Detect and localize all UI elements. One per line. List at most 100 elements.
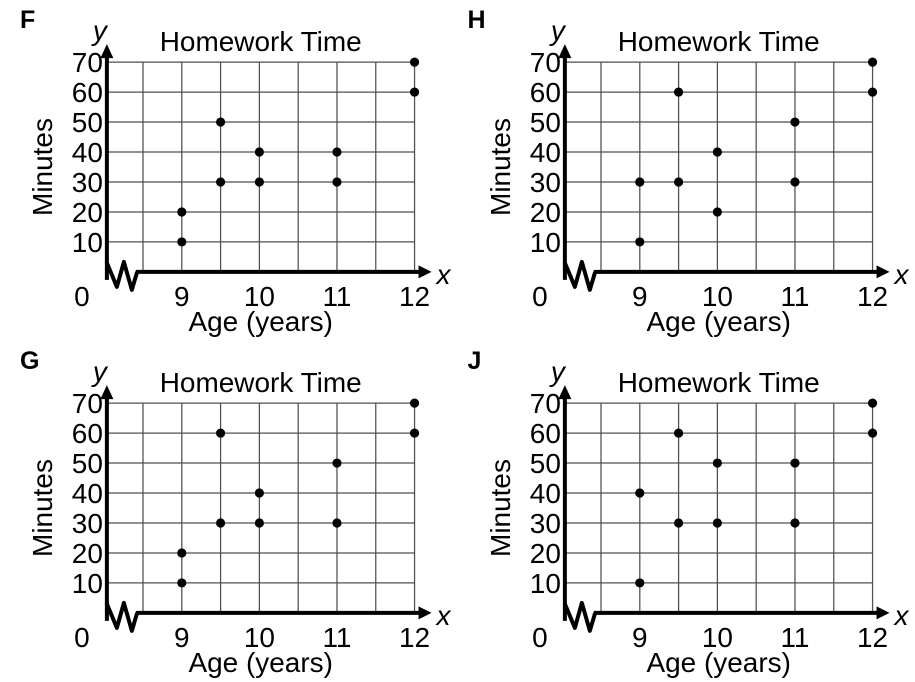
x-tick-label: 10: [701, 281, 732, 312]
x-axis-symbol: x: [435, 600, 452, 631]
data-point: [177, 578, 187, 588]
y-tick-label: 60: [529, 418, 560, 449]
y-tick-label: 70: [529, 47, 560, 78]
option-label: J: [467, 347, 482, 375]
y-tick-label: 10: [72, 227, 103, 258]
axis-break-icon: [562, 600, 597, 633]
data-points: [177, 57, 420, 247]
option-f-chart-cell: F Homework Time y x 0 10 20 30 40 50 60 70 9 10 11 12 A…: [0, 0, 458, 341]
data-point: [215, 428, 226, 438]
gridlines: [106, 61, 416, 272]
chart-title: Homework Time: [617, 367, 819, 398]
gridlines: [106, 402, 416, 613]
gridlines: [564, 61, 873, 272]
data-point: [409, 398, 420, 408]
x-axis-symbol: x: [892, 259, 909, 290]
y-tick-label: 40: [72, 478, 103, 509]
option-h-chart-cell: H Homework Time y x 0 10 20 30 40 50 60 70 9 10 11 12 A…: [458, 0, 915, 341]
y-axis-label: Minutes: [27, 459, 58, 557]
data-point: [634, 488, 644, 498]
axes: [557, 44, 890, 292]
option-label: H: [467, 6, 486, 34]
axis-break-icon: [104, 259, 139, 292]
axis-break-icon: [562, 259, 597, 292]
x-tick-label: 11: [322, 281, 351, 312]
data-point: [332, 147, 342, 157]
data-point: [254, 488, 264, 498]
y-axis-label: Minutes: [484, 459, 515, 557]
y-tick-label: 30: [72, 508, 103, 539]
chart-title: Homework Time: [160, 367, 362, 398]
y-axis-arrowhead-icon: [100, 44, 114, 59]
data-point: [867, 428, 877, 438]
data-point: [215, 117, 226, 127]
data-point: [789, 177, 800, 187]
x-axis-label: Age (years): [646, 306, 790, 337]
data-point: [409, 57, 420, 67]
y-axis-label: Minutes: [484, 118, 515, 216]
x-tick-label: 9: [632, 622, 648, 653]
x-tick-label: 11: [322, 622, 351, 653]
data-point: [867, 57, 877, 67]
data-point: [215, 177, 226, 187]
data-point: [712, 458, 722, 468]
x-tick-label: 12: [399, 622, 430, 653]
y-tick-label: 30: [529, 508, 560, 539]
axes: [100, 385, 432, 633]
data-point: [712, 518, 722, 528]
y-tick-label: 50: [72, 107, 103, 138]
y-tick-label: 50: [529, 107, 560, 138]
data-point: [254, 147, 264, 157]
origin-label: 0: [532, 281, 548, 312]
option-label: F: [20, 6, 36, 34]
y-axis-arrowhead-icon: [100, 385, 114, 400]
x-tick-label: 9: [632, 281, 648, 312]
data-point: [177, 237, 187, 247]
y-axis-symbol: y: [548, 356, 566, 387]
y-axis-arrowhead-icon: [557, 385, 571, 400]
axis-break-icon: [104, 600, 139, 633]
x-axis-arrowhead-icon: [418, 606, 432, 620]
origin-label: 0: [74, 281, 90, 312]
data-point: [673, 177, 683, 187]
y-tick-label: 10: [72, 568, 103, 599]
axes: [100, 44, 432, 292]
y-tick-label: 70: [529, 388, 560, 419]
x-axis-symbol: x: [892, 600, 909, 631]
data-point: [673, 428, 683, 438]
data-point: [215, 518, 226, 528]
x-axis-label: Age (years): [188, 647, 332, 678]
chart-title: Homework Time: [617, 26, 819, 57]
y-axis-symbol: y: [91, 15, 109, 46]
data-point: [789, 518, 800, 528]
data-point: [673, 518, 683, 528]
x-tick-label: 12: [857, 281, 888, 312]
data-point: [409, 428, 420, 438]
x-tick-label: 9: [174, 281, 190, 312]
chart-title: Homework Time: [160, 26, 362, 57]
x-axis-arrowhead-icon: [418, 265, 432, 279]
data-points: [634, 398, 877, 588]
y-tick-label: 70: [72, 47, 103, 78]
y-tick-label: 20: [529, 197, 560, 228]
x-axis-arrowhead-icon: [876, 606, 890, 620]
data-point: [332, 177, 342, 187]
x-axis-symbol: x: [435, 259, 452, 290]
data-point: [332, 518, 342, 528]
data-point: [712, 147, 722, 157]
y-tick-label: 10: [529, 568, 560, 599]
x-axis-label: Age (years): [646, 647, 790, 678]
x-tick-label: 10: [244, 281, 275, 312]
y-tick-label: 40: [529, 478, 560, 509]
data-point: [254, 518, 264, 528]
y-tick-label: 10: [529, 227, 560, 258]
y-tick-label: 50: [529, 448, 560, 479]
data-point: [789, 458, 800, 468]
y-tick-label: 20: [529, 538, 560, 569]
x-tick-label: 11: [780, 622, 809, 653]
